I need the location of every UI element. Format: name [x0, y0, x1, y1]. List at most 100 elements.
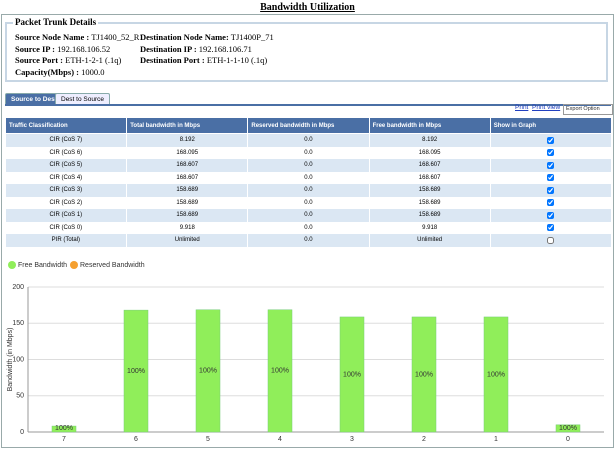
cell — [490, 159, 613, 172]
cell: 168.095 — [126, 146, 249, 159]
bar-label: 100% — [199, 368, 217, 375]
show-checkbox[interactable] — [547, 224, 555, 232]
detail-label: Destination Port : — [140, 55, 205, 65]
cell: PIR (Total) — [5, 234, 128, 247]
detail-value: 192.168.106.52 — [57, 43, 111, 54]
detail-value: 1000.0 — [81, 66, 105, 77]
bar — [267, 309, 293, 433]
cell: 168.607 — [369, 171, 491, 184]
show-checkbox[interactable] — [547, 136, 555, 144]
cell: CIR (CoS 2) — [5, 196, 128, 209]
detail-label: Source IP : — [15, 43, 55, 54]
detail-label: Capacity(Mbps) : — [15, 66, 79, 77]
cell — [490, 171, 613, 184]
y-axis-label: Bandwidth (in Mbps) — [7, 328, 14, 392]
bar-label: 100% — [55, 425, 73, 432]
details-box: Packet Trunk Details Source Node Name : … — [5, 17, 608, 82]
legend-label: Reserved Bandwidth — [80, 262, 145, 269]
show-checkbox[interactable] — [547, 161, 555, 169]
column-header: Total bandwidth in Mbps — [126, 117, 249, 134]
show-checkbox[interactable] — [547, 211, 555, 219]
header-row: Traffic Classification Total bandwidth in… — [4, 117, 613, 134]
cell: Unlimited — [126, 234, 249, 247]
cell: 158.689 — [126, 196, 249, 209]
bar — [339, 316, 365, 433]
detail-row: Source IP : 192.168.106.52 — [15, 44, 144, 56]
export-select[interactable]: Export Option — [563, 104, 613, 115]
detail-value: 192.168.106.71 — [198, 43, 252, 54]
detail-row: Destination Port : ETH-1-1-10 (.1q) — [140, 55, 274, 67]
link[interactable]: Print — [515, 104, 529, 111]
table-row: CIR (CoS 3) 158.689 0.0 158.689 — [5, 184, 613, 197]
show-checkbox[interactable] — [547, 236, 555, 244]
details-left: Source Node Name : TJ1400_52_R1 Source IP… — [15, 32, 144, 78]
cell: 9.918 — [369, 221, 491, 234]
cell — [490, 209, 613, 222]
detail-value: ETH-1-1-10 (.1q) — [206, 55, 268, 65]
table-row: CIR (CoS 4) 168.607 0.0 168.607 — [5, 171, 613, 184]
frame — [1, 14, 614, 448]
detail-row: Source Port : ETH-1-2-1 (.1q) — [15, 55, 144, 67]
link[interactable]: Print view — [532, 104, 561, 111]
x-tick-label: 2 — [422, 436, 426, 443]
table-row: CIR (CoS 7) 8.192 0.0 8.192 — [5, 133, 613, 147]
chart: Free Bandwidth Reserved Bandwidth 0 50 100 15… — [7, 261, 604, 443]
tab-line — [5, 104, 611, 106]
cell — [490, 196, 613, 209]
bar — [123, 309, 149, 433]
cell — [490, 133, 613, 147]
column-header: Show in Graph — [489, 117, 613, 134]
y-tick-label: 50 — [16, 393, 24, 400]
y-tick-label: 0 — [20, 429, 24, 436]
show-checkbox[interactable] — [547, 199, 555, 207]
bar — [483, 316, 509, 433]
show-checkbox[interactable] — [547, 186, 555, 194]
cell — [490, 234, 613, 247]
detail-label: Source Node Name : — [15, 32, 90, 42]
detail-label: Destination Node Name: — [140, 32, 229, 42]
cell: 0.0 — [247, 159, 370, 172]
detail-value: TJ1400P_71 — [230, 32, 274, 42]
cell: CIR (CoS 7) — [5, 133, 128, 147]
cell: 0.0 — [247, 146, 370, 159]
legend-label: Free Bandwidth — [18, 262, 67, 269]
cell: 168.095 — [369, 146, 491, 159]
cell: Unlimited — [369, 234, 491, 247]
detail-row: Destination Node Name: TJ1400P_71 — [140, 32, 274, 44]
bar-label: 100% — [559, 425, 577, 432]
detail-value: ETH-1-2-1 (.1q) — [65, 55, 122, 65]
detail-label: Destination IP : — [140, 43, 197, 54]
x-tick-label: 4 — [278, 436, 282, 443]
column-header: Reserved bandwidth in Mbps — [247, 117, 370, 134]
cell: 0.0 — [247, 184, 370, 197]
legend-swatch — [8, 261, 16, 269]
detail-row: Source Node Name : TJ1400_52_R1 — [15, 32, 144, 44]
bar-label: 100% — [415, 371, 433, 378]
bar — [555, 424, 581, 433]
cell: 0.0 — [247, 133, 370, 147]
x-tick-label: 3 — [350, 436, 354, 443]
detail-row: Destination IP : 192.168.106.71 — [140, 44, 274, 56]
cell: 158.689 — [369, 209, 491, 222]
column-header: Free bandwidth in Mbps — [368, 117, 491, 134]
cell: 158.689 — [126, 209, 249, 222]
bar-label: 100% — [343, 371, 361, 378]
cell — [490, 184, 613, 197]
cell: 9.918 — [126, 221, 249, 234]
table-row: CIR (CoS 6) 168.095 0.0 168.095 — [5, 146, 613, 159]
table-row: CIR (CoS 5) 168.607 0.0 168.607 — [5, 159, 613, 172]
show-checkbox[interactable] — [547, 149, 555, 157]
y-tick-label: 100 — [12, 356, 24, 363]
show-checkbox[interactable] — [547, 174, 555, 182]
cell: CIR (CoS 4) — [5, 171, 128, 184]
page-title: Bandwidth Utilization — [260, 2, 355, 13]
cell: CIR (CoS 3) — [5, 184, 128, 197]
column-header: Traffic Classification — [4, 117, 128, 134]
details-right: Destination Node Name: TJ1400P_71 Destina… — [140, 32, 274, 67]
cell: 168.607 — [369, 159, 491, 172]
cell: CIR (CoS 1) — [5, 209, 128, 222]
tab[interactable]: Dest to Source — [55, 93, 110, 105]
x-tick-label: 6 — [134, 436, 138, 443]
y-tick-label: 150 — [12, 320, 24, 327]
